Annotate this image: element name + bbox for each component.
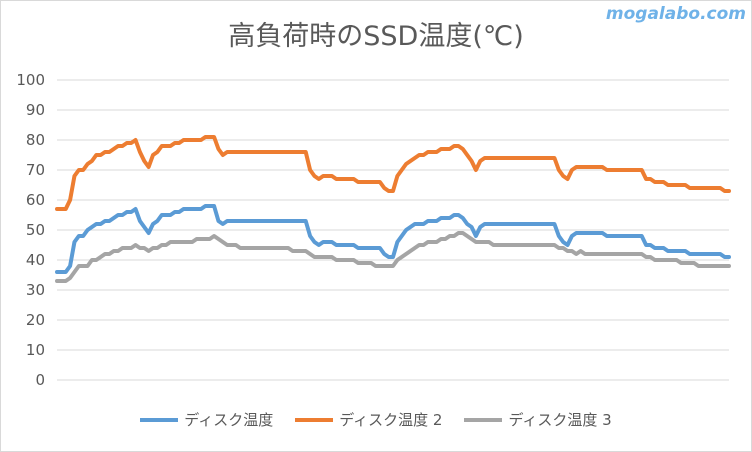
legend-swatch-1 (140, 417, 179, 422)
y-tick-label: 90 (26, 101, 45, 119)
legend-item-3: ディスク温度 3 (464, 409, 612, 430)
legend-swatch-3 (464, 417, 503, 422)
legend: ディスク温度 ディスク温度 2 ディスク温度 3 (0, 409, 752, 430)
legend-label-2: ディスク温度 2 (339, 411, 443, 429)
legend-item-2: ディスク温度 2 (295, 409, 442, 430)
legend-item-1: ディスク温度 (140, 409, 273, 430)
series-line-1 (55, 204, 731, 274)
legend-label-3: ディスク温度 3 (508, 411, 612, 429)
series-line-2 (55, 135, 731, 211)
y-tick-label: 40 (26, 251, 45, 269)
y-tick-label: 50 (26, 221, 45, 239)
chart-title: 高負荷時のSSD温度(℃) (228, 21, 524, 52)
series-line-3 (55, 231, 731, 283)
y-tick-label: 60 (26, 191, 45, 209)
y-tick-label: 80 (26, 131, 45, 149)
y-tick-label: 100 (16, 71, 45, 89)
y-tick-label: 20 (26, 311, 45, 329)
y-tick-label: 30 (26, 281, 45, 299)
watermark: mogalabo.com (605, 4, 746, 24)
y-tick-label: 0 (35, 371, 45, 389)
y-tick-label: 10 (26, 341, 45, 359)
legend-swatch-2 (295, 417, 334, 422)
y-tick-label: 70 (26, 161, 45, 179)
legend-label-1: ディスク温度 (184, 411, 274, 429)
